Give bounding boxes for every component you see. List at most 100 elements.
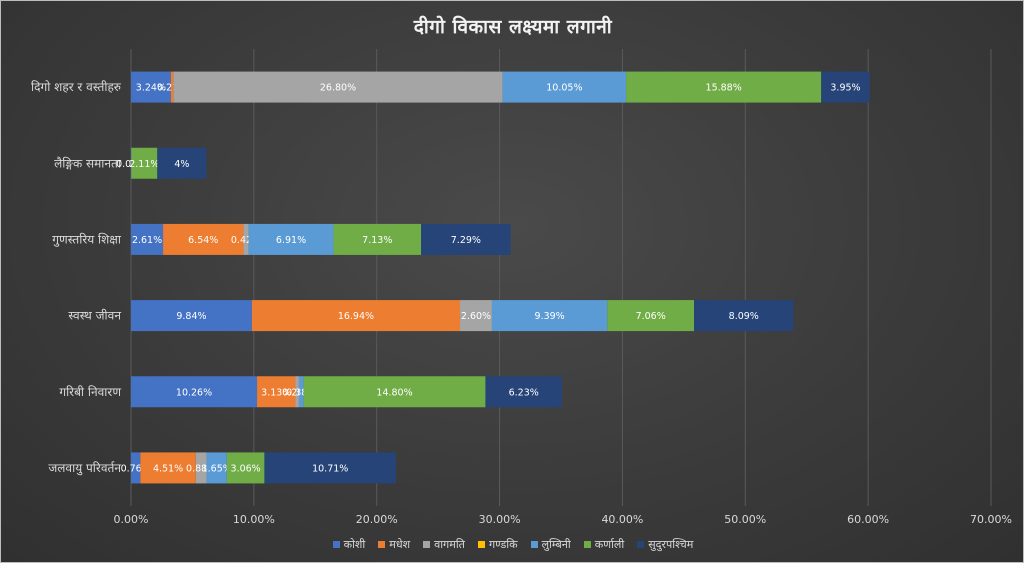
- legend-label: गण्डकि: [488, 538, 518, 551]
- category-label: गरिबी निवारण: [59, 385, 121, 399]
- legend-item: कोशी: [332, 537, 366, 552]
- data-label: 7.29%: [451, 235, 481, 246]
- data-label: 9.84%: [176, 311, 206, 322]
- data-label: 14.80%: [376, 387, 412, 398]
- bar-segment: [491, 300, 608, 332]
- category-label: स्वस्थ जीवन: [68, 309, 121, 323]
- bar-segment: [626, 71, 822, 103]
- data-label: 26.80%: [320, 83, 356, 94]
- legend-swatch: [378, 541, 386, 548]
- x-tick-label: 30.00%: [479, 513, 521, 526]
- bar-segment: [821, 71, 870, 103]
- data-label: 7.06%: [636, 311, 666, 322]
- bar-segment: [140, 452, 196, 484]
- bar-segment: [295, 376, 299, 408]
- legend-label: मधेश: [389, 538, 411, 551]
- data-label: 4.51%: [153, 463, 183, 474]
- bar-segment: [257, 376, 296, 408]
- data-label: 7.13%: [362, 235, 392, 246]
- data-label: 6.23%: [509, 387, 539, 398]
- bar-segment: [694, 300, 794, 332]
- bar-segment: [298, 376, 304, 408]
- bar-segment: [264, 452, 397, 484]
- data-label: 0.88%: [186, 463, 216, 474]
- legend-item: कर्णाली: [583, 537, 625, 552]
- legend-label: वागमति: [434, 538, 465, 551]
- data-label: 1.65%: [202, 463, 232, 474]
- bar-segment: [248, 223, 334, 255]
- bar-segment: [460, 300, 492, 332]
- data-label: 0.38%: [286, 387, 316, 398]
- bar-segment: [131, 147, 158, 179]
- legend-swatch: [583, 541, 591, 548]
- data-label: 9.39%: [535, 311, 565, 322]
- legend-label: कोशी: [343, 538, 366, 551]
- x-tick-label: 40.00%: [601, 513, 643, 526]
- data-label: 3.13%: [261, 387, 291, 398]
- category-label: जलवायु परिवर्तन: [48, 461, 121, 476]
- bar-segment: [131, 71, 171, 103]
- legend-item: लुम्बिनी: [530, 537, 571, 552]
- bar-segment: [226, 452, 265, 484]
- bar-segment: [243, 223, 249, 255]
- bar-segment: [303, 376, 486, 408]
- bar-segment: [421, 223, 511, 255]
- data-label: 3.24%: [136, 83, 166, 94]
- bar-segment: [195, 452, 207, 484]
- bar-segment: [131, 376, 258, 408]
- x-tick-label: 70.00%: [970, 513, 1012, 526]
- bar-segment: [131, 452, 141, 484]
- data-label: 2.61%: [132, 235, 162, 246]
- x-tick-label: 10.00%: [233, 513, 275, 526]
- data-label: 0.42%: [231, 235, 261, 246]
- data-label: 2.11%: [129, 159, 159, 170]
- x-tick-label: 0.00%: [114, 513, 149, 526]
- category-label: गुणस्तरिय शिक्षा: [52, 232, 122, 247]
- legend-item: वागमति: [423, 537, 465, 552]
- bar-segment: [131, 300, 252, 332]
- legend-label: कर्णाली: [594, 538, 625, 551]
- chart-title: दीगो विकास लक्ष्यमा लगानी: [413, 16, 613, 38]
- category-label: लैङ्गिक समानता: [54, 156, 122, 170]
- bar-segment: [131, 223, 164, 255]
- x-tick-label: 50.00%: [724, 513, 766, 526]
- legend-swatch: [423, 541, 431, 548]
- bar-segment: [163, 223, 244, 255]
- data-label: 6.54%: [188, 235, 218, 246]
- data-label: 3.95%: [830, 83, 860, 94]
- data-label: 6.91%: [276, 235, 306, 246]
- legend-item: मधेश: [378, 537, 410, 552]
- legend-item: गण्डकि: [477, 537, 518, 552]
- bar-segment: [251, 300, 461, 332]
- data-label: 16.94%: [338, 311, 374, 322]
- data-label: 4%: [174, 159, 189, 170]
- data-label: 0.21%: [157, 83, 187, 94]
- legend-label: लुम्बिनी: [541, 538, 571, 551]
- bar-segment: [206, 452, 227, 484]
- x-tick-label: 60.00%: [847, 513, 889, 526]
- data-label: 15.88%: [706, 83, 742, 94]
- legend-swatch: [332, 541, 340, 548]
- bar-segment: [173, 71, 503, 103]
- data-label: 0.76%: [121, 463, 151, 474]
- bar-segment: [333, 223, 422, 255]
- data-label: 10.05%: [546, 83, 582, 94]
- legend-label: सुदुरपश्चिम: [648, 538, 694, 551]
- data-label: 0.28%: [282, 387, 312, 398]
- bar-segment: [157, 147, 207, 179]
- bar-segment: [607, 300, 695, 332]
- bar-segment: [170, 71, 174, 103]
- bar-segment: [502, 71, 627, 103]
- x-tick-label: 20.00%: [356, 513, 398, 526]
- legend-item: सुदुरपश्चिम: [637, 537, 693, 552]
- legend-swatch: [637, 541, 645, 548]
- legend-swatch: [477, 541, 485, 548]
- legend-swatch: [530, 541, 538, 548]
- data-label: 10.71%: [312, 463, 348, 474]
- data-label: 3.06%: [231, 463, 261, 474]
- legend: कोशी मधेश वागमति गण्डकि लुम्बिनी कर्णाली सुदुर…: [1, 537, 1024, 552]
- data-label: 2.60%: [461, 311, 491, 322]
- data-label: 0.03%: [116, 159, 146, 170]
